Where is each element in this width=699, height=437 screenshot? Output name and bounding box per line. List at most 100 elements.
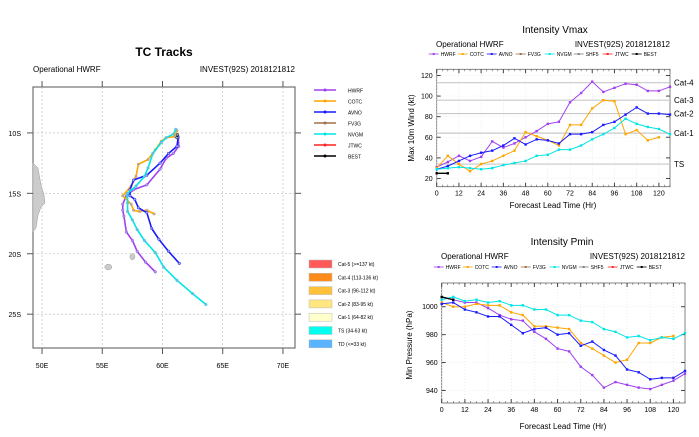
data-point-nvgm: [602, 327, 606, 331]
data-point-nvgm: [668, 132, 672, 136]
data-point-cotc: [637, 341, 640, 345]
data-point-cotc: [468, 170, 472, 173]
data-point-hwrf: [475, 301, 478, 304]
legend-marker-avno: [490, 53, 493, 55]
data-point-cotc: [568, 123, 572, 127]
data-point-nvgm: [475, 298, 478, 301]
track-point-cotc: [129, 202, 133, 206]
track-point-hwrf: [124, 230, 128, 234]
legend-marker-best: [635, 53, 638, 55]
tracks-map: 50E 55E 60E 65E 70E 10S 15S 20S 25S HWRF COTC AVNO F…: [9, 81, 379, 370]
data-point-hwrf: [568, 101, 572, 104]
x-tick-label: 36: [499, 191, 507, 198]
legend-marker-hwrf: [323, 88, 327, 92]
data-point-hwrf: [513, 142, 516, 145]
track-point-nvgm: [142, 238, 146, 243]
x-tick-label: 96: [611, 191, 619, 198]
category-swatch: [308, 326, 333, 335]
data-point-hwrf: [649, 387, 652, 391]
data-point-nvgm: [672, 337, 675, 341]
x-tick-label: 84: [600, 407, 608, 414]
data-point-avno: [452, 301, 455, 304]
track-point-nvgm: [135, 228, 139, 232]
data-point-cotc: [614, 361, 617, 364]
legend-label-best: BEST: [644, 52, 657, 58]
x-tick-label: 65E: [216, 363, 229, 370]
legend-label-jtwc: JTWC: [620, 265, 634, 271]
track-point-avno: [157, 237, 161, 241]
x-tick-label: 72: [566, 191, 574, 198]
data-point-nvgm: [546, 153, 549, 156]
legend-marker-fv3g: [323, 121, 327, 125]
x-tick-label: 0: [435, 191, 439, 198]
legend-label-nvgm: NVGM: [562, 265, 577, 271]
data-point-hwrf: [591, 373, 594, 377]
data-point-cotc: [657, 136, 661, 139]
series-line-best: [441, 296, 454, 301]
data-point-hwrf: [486, 306, 490, 310]
legend-label-best: BEST: [348, 155, 361, 161]
track-point-hwrf: [144, 260, 148, 264]
legend-label-shf5: SHF5: [591, 265, 604, 271]
vmax-subtitle-left: Operational HWRF: [436, 40, 504, 49]
y-tick-label: 15S: [9, 191, 22, 198]
category-label: TD (<=33 kt): [338, 342, 366, 348]
category-swatch: [308, 273, 333, 282]
data-point-hwrf: [468, 159, 472, 163]
y-tick-label: 20S: [9, 252, 22, 259]
track-point-hwrf: [122, 214, 126, 218]
data-point-avno: [602, 123, 605, 127]
category-label: Cat-1 (64-82 kt): [338, 315, 373, 321]
data-point-avno: [557, 142, 561, 145]
data-point-hwrf: [602, 90, 605, 94]
y-tick-label: 1000: [422, 304, 438, 311]
data-point-hwrf: [660, 383, 664, 387]
map-frame: [32, 86, 296, 349]
data-point-nvgm: [660, 336, 664, 339]
pmin-subtitle-right: INVEST(92S) 2018121812: [590, 252, 686, 261]
data-point-avno: [479, 151, 483, 154]
data-point-cotc: [502, 154, 505, 158]
data-point-nvgm: [614, 330, 617, 334]
data-point-avno: [579, 344, 582, 347]
data-point-nvgm: [683, 332, 687, 335]
category-threshold-label: Cat-4: [674, 79, 694, 88]
x-tick-label: 48: [530, 407, 538, 414]
data-point-hwrf: [557, 120, 561, 124]
data-point-cotc: [579, 341, 582, 345]
pmin-xlabel: Forecast Lead Time (Hr): [520, 422, 607, 431]
series-line-nvgm: [436, 118, 671, 170]
track-point-nvgm: [171, 132, 175, 136]
plot-frame: [436, 68, 671, 188]
track-point-avno: [145, 211, 149, 215]
y-tick-label: 25S: [9, 312, 22, 319]
data-point-avno: [457, 159, 461, 163]
track-point-best: [176, 133, 180, 137]
legend-label-cotc: COTC: [348, 100, 363, 106]
track-point-nvgm: [146, 166, 150, 170]
legend-label-avno: AVNO: [499, 52, 513, 58]
data-point-avno: [637, 371, 640, 374]
legend-label-avno: AVNO: [504, 265, 518, 271]
track-point-avno: [175, 144, 179, 148]
track-point-hwrf: [145, 183, 149, 187]
pmin-chart: 0 12 24 36 48 60 72 84 96 108 120 940 960 980 1000 HWRF…: [422, 265, 687, 414]
data-point-avno: [521, 332, 524, 335]
track-point-nvgm: [159, 141, 163, 145]
data-point-nvgm: [635, 122, 638, 126]
data-point-nvgm: [637, 334, 640, 338]
track-point-cotc: [136, 162, 140, 166]
pmin-ylabel: Min Pressure (hPa): [405, 310, 414, 379]
data-point-nvgm: [535, 154, 538, 158]
legend-label-fv3g: FV3G: [348, 122, 361, 128]
data-point-avno: [498, 315, 501, 318]
data-point-cotc: [624, 132, 627, 136]
data-point-avno: [568, 132, 572, 136]
series-line-hwrf: [441, 296, 686, 390]
legend-marker-nvgm: [548, 53, 551, 55]
data-point-avno: [602, 348, 606, 352]
data-point-nvgm: [567, 313, 571, 317]
y-tick-label: 60: [425, 135, 433, 142]
data-point-best: [440, 295, 443, 299]
